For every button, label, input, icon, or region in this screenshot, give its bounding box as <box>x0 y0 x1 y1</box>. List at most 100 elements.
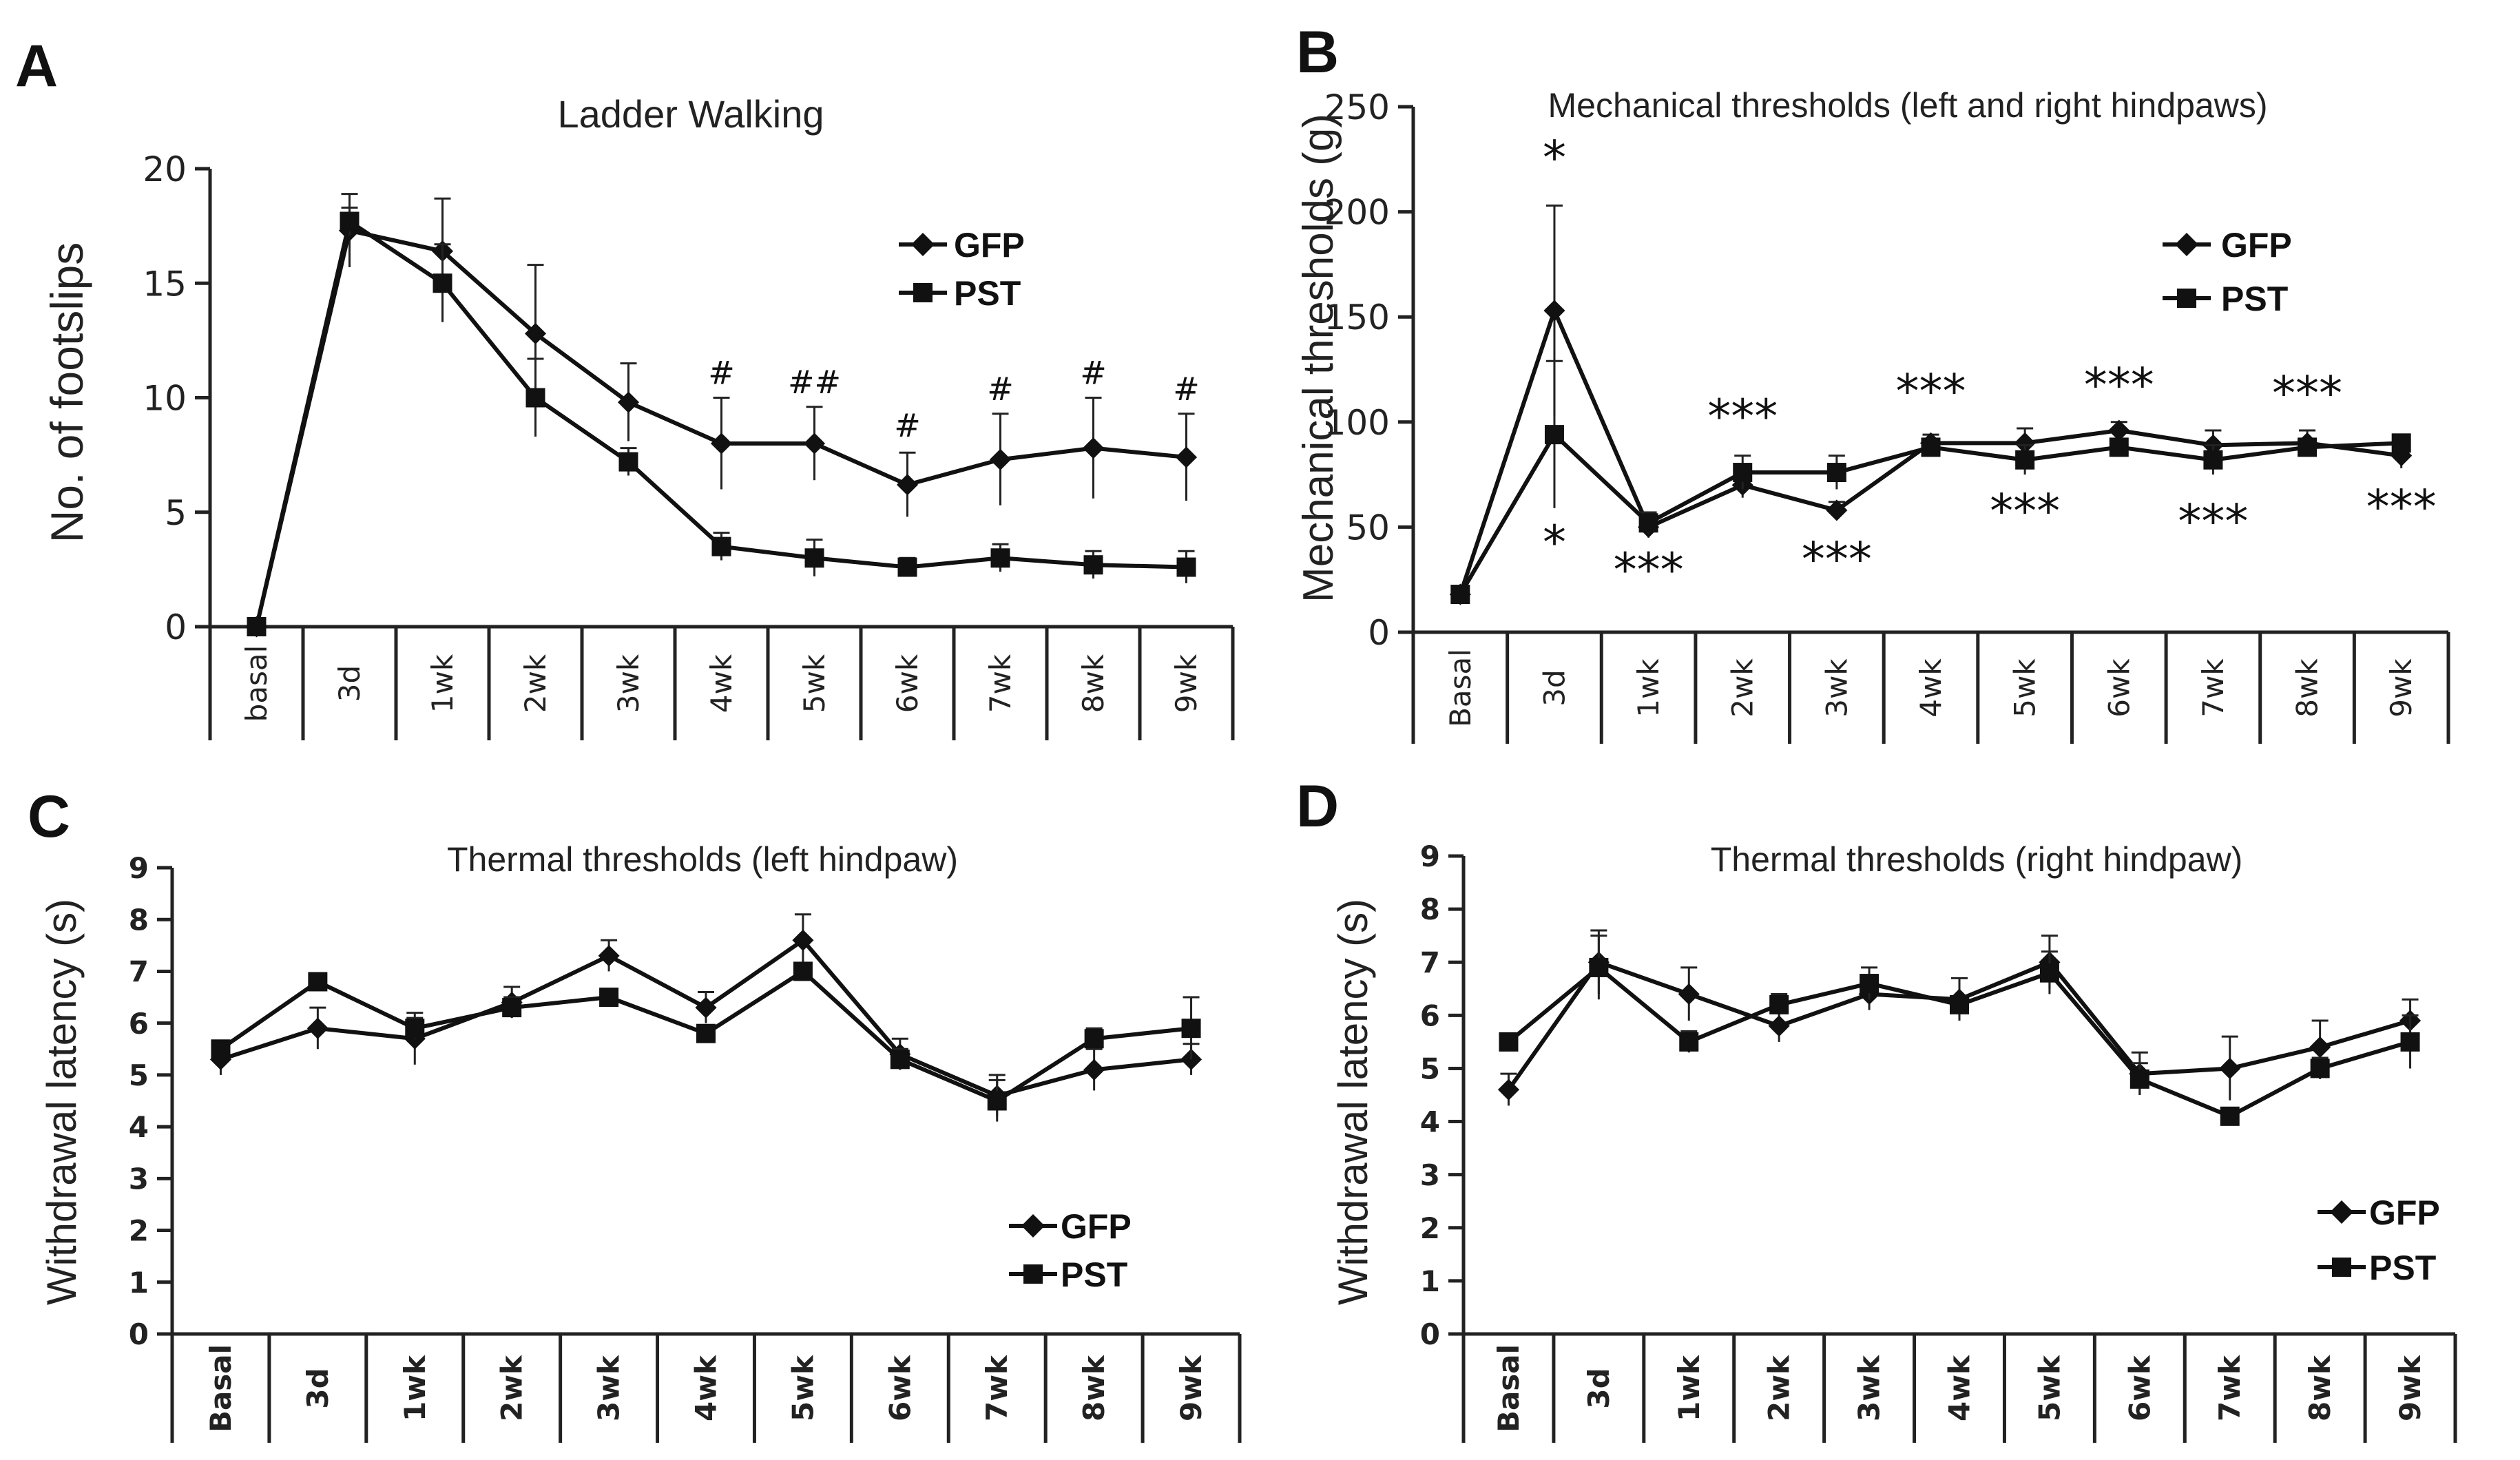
panel-b-significance-marker: *** <box>1707 390 1778 444</box>
panel-c-pst-point <box>890 1050 910 1070</box>
panel-a-gfp-point <box>710 432 733 455</box>
panel-a-y-tick-label: 15 <box>143 264 187 304</box>
panel-c-y-tick-label: 5 <box>129 1058 149 1092</box>
panel-b-significance-marker: *** <box>1614 543 1684 598</box>
panel-a-pst-point <box>897 557 917 577</box>
panel-b-chart: Mechanical thresholds (left and right hi… <box>1295 86 2450 744</box>
panel-c-legend-gfp-marker <box>1021 1214 1045 1238</box>
panel-b-significance-marker: *** <box>2178 495 2248 550</box>
panel-a-x-tick-label: 1wk <box>426 654 459 713</box>
panel-b-significance-marker: *** <box>2084 358 2154 413</box>
panel-a-x-tick-label: 8wk <box>1076 654 1110 713</box>
panel-b-gfp-point <box>2108 419 2130 441</box>
panel-a-gfp-point <box>1082 437 1105 459</box>
panel-d-gfp-point <box>2309 1036 2331 1058</box>
panel-c-pst-point <box>696 1023 716 1043</box>
panel-c-title: Thermal thresholds (left hindpaw) <box>447 840 958 879</box>
panel-a-gfp-point <box>524 322 547 344</box>
panel-b-y-tick-label: 250 <box>1324 87 1390 127</box>
panel-a-y-tick-label: 20 <box>143 149 187 189</box>
panel-c-x-tick-label: 3wk <box>592 1355 626 1421</box>
panel-d-x-tick-label: 1wk <box>1672 1355 1706 1421</box>
panel-d-title: Thermal thresholds (right hindpaw) <box>1711 840 2243 879</box>
panel-a-pst-point <box>804 548 824 568</box>
panel-b-significance-marker: * <box>1543 516 1566 570</box>
panel-d-y-tick-label: 9 <box>1420 840 1440 873</box>
panel-b-x-tick-label: 6wk <box>2102 658 2136 718</box>
panel-c-y-tick-label: 3 <box>129 1162 149 1196</box>
panel-c-y-tick-label: 2 <box>129 1214 149 1248</box>
panel-c-legend-pst-label: PST <box>1061 1255 1127 1294</box>
panel-letter-a: A <box>15 33 58 99</box>
panel-a-pst-point <box>433 273 452 293</box>
panel-a-x-tick-label: 5wk <box>798 654 831 713</box>
panel-b-x-tick-label: 5wk <box>2008 658 2042 718</box>
panel-b-pst-point <box>2391 433 2411 453</box>
panel-a-y-tick-label: 0 <box>165 607 187 647</box>
panel-c-x-tick-label: 8wk <box>1077 1355 1111 1421</box>
panel-c-legend-pst-marker <box>1023 1264 1043 1284</box>
panel-c-y-tick-label: 1 <box>129 1266 149 1300</box>
panel-d-legend-gfp-marker <box>2330 1200 2353 1224</box>
panel-b-significance-marker: *** <box>2272 366 2342 421</box>
panel-d-pst-point <box>2129 1069 2149 1089</box>
panel-a-y-tick-label: 10 <box>143 379 187 419</box>
panel-d-pst-point <box>1589 957 1609 977</box>
panel-d-y-axis-title: Withdrawal latency (s) <box>1330 899 1376 1305</box>
panel-d-x-tick-label: 2wk <box>1762 1355 1796 1421</box>
panel-d-y-tick-label: 1 <box>1420 1264 1440 1298</box>
panel-b-significance-marker: * <box>1543 132 1566 186</box>
panel-c-x-tick-label: 6wk <box>883 1355 917 1421</box>
panel-d-y-tick-label: 3 <box>1420 1158 1440 1192</box>
panel-c-y-tick-label: 6 <box>129 1007 149 1041</box>
panel-c-pst-point <box>502 998 522 1018</box>
panel-b-gfp-point <box>1543 300 1565 322</box>
panel-b-x-tick-label: 3d <box>1537 669 1571 706</box>
panel-d-pst-point <box>2400 1032 2420 1052</box>
panel-b-title: Mechanical thresholds (left and right hi… <box>1548 86 2268 125</box>
panel-a-x-tick-label: 3d <box>333 665 366 702</box>
panel-a-title: Ladder Walking <box>557 92 824 136</box>
panel-a-legend: GFP PST <box>899 226 1025 313</box>
panel-a-x-tick-label: 3wk <box>612 654 645 713</box>
panel-a-x-tick-label: 2wk <box>519 654 552 713</box>
panel-d-y-tick-label: 0 <box>1420 1317 1440 1351</box>
panel-b-pst-point <box>2015 450 2035 470</box>
panel-d-pst-point <box>2310 1058 2330 1078</box>
panel-d-y-tick-label: 5 <box>1420 1052 1440 1086</box>
panel-b-x-tick-label: Basal <box>1444 649 1477 727</box>
panel-d-plot: 0 1 2 3 4 5 6 7 8 9 Basal 3d 1wk 2wk 3wk 4wk 5wk 6wk 7wk 8w… <box>1420 840 2457 1443</box>
panel-a-y-tick-label: 5 <box>165 493 187 533</box>
panel-b-gfp-point <box>2014 432 2036 454</box>
panel-c-x-tick-label: 5wk <box>786 1355 820 1421</box>
panel-c-x-tick-label: Basal <box>204 1344 238 1432</box>
panel-d-x-tick-label: 3d <box>1582 1368 1616 1408</box>
panel-b-x-tick-label: 2wk <box>1726 658 1760 718</box>
panel-d-x-tick-label: 3wk <box>1853 1355 1886 1421</box>
panel-d-x-tick-label: 5wk <box>2032 1355 2066 1421</box>
panel-b-x-tick-label: 9wk <box>2384 658 2418 718</box>
panel-d-legend: GFP PST <box>2318 1193 2440 1287</box>
panel-d-legend-gfp-label: GFP <box>2369 1193 2440 1232</box>
panel-a-pst-point <box>618 452 638 472</box>
panel-d-y-tick-label: 2 <box>1420 1211 1440 1245</box>
panel-b-x-tick-label: 8wk <box>2291 658 2324 718</box>
panel-d-x-tick-label: 4wk <box>1943 1355 1977 1421</box>
panel-a-x-tick-label: basal <box>240 645 273 722</box>
panel-b-pst-point <box>1733 463 1753 483</box>
panel-b-legend-gfp-marker <box>2175 233 2198 256</box>
panel-a-significance-marker: # <box>1080 355 1107 392</box>
panel-a-chart: Ladder Walking No. of footslips 0 5 10 15 20… <box>41 92 1235 740</box>
panel-a-plot: 0 5 10 15 20 basal 3d 1wk 2wk 3wk 4wk 5wk 6wk 7wk 8wk 9… <box>143 149 1235 740</box>
panel-a-gfp-point <box>1175 446 1198 468</box>
panel-d-pst-point <box>2039 963 2059 983</box>
panel-b-pst-point <box>1544 425 1564 445</box>
panel-b-significance-marker: *** <box>1896 364 1966 419</box>
panel-b-pst-point <box>1826 463 1846 483</box>
panel-c-gfp-point <box>792 929 814 951</box>
panel-b-legend-pst-label: PST <box>2221 280 2288 318</box>
panel-b-gfp-point <box>1826 499 1848 521</box>
panel-b-x-tick-label: 3wk <box>1820 658 1853 718</box>
panel-a-pst-point <box>340 211 360 231</box>
